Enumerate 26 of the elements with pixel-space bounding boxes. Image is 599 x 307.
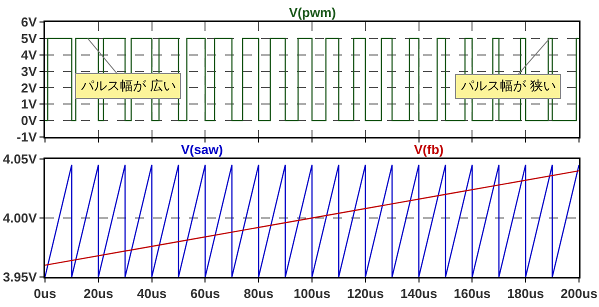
- series-label: V(pwm): [289, 5, 336, 20]
- y-tick-label: 6V: [20, 14, 38, 30]
- y-tick-label: -1V: [16, 130, 38, 145]
- y-tick-label: 3.95V: [2, 270, 38, 285]
- y-tick-label: 0V: [20, 113, 38, 128]
- y-tick-label: 4.05V: [2, 152, 38, 167]
- line-series: [45, 170, 579, 266]
- x-tick-label: 20us: [84, 286, 114, 302]
- y-tick-label: 4.00V: [2, 210, 38, 226]
- x-tick-label: 60us: [190, 286, 220, 302]
- x-tick-label: 160us: [454, 286, 491, 302]
- x-tick-label: 140us: [400, 286, 438, 302]
- y-tick-label: 1V: [20, 96, 38, 112]
- x-tick-label: 80us: [244, 286, 274, 302]
- y-tick-label: 2V: [20, 80, 38, 96]
- x-tick-label: 200us: [560, 286, 598, 302]
- annotation: パルス幅が 狭い: [460, 79, 556, 94]
- annotation: パルス幅が 広い: [80, 78, 176, 94]
- x-tick-label: 180us: [507, 286, 544, 302]
- x-tick-label: 0us: [34, 286, 56, 302]
- y-tick-label: 5V: [20, 30, 38, 46]
- y-tick-label: 4V: [20, 47, 38, 62]
- y-tick-label: 3V: [20, 64, 38, 79]
- x-tick-label: 100us: [294, 286, 330, 302]
- x-tick-label: 120us: [346, 286, 384, 302]
- x-tick-label: 40us: [136, 286, 167, 302]
